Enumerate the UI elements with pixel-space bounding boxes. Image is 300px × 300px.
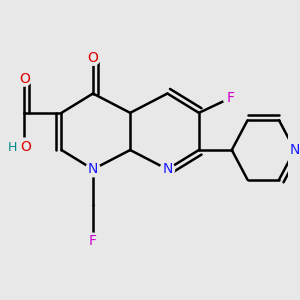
Text: O: O xyxy=(19,72,30,86)
Text: O: O xyxy=(88,51,98,65)
Text: O: O xyxy=(20,140,31,154)
Text: N: N xyxy=(290,143,300,157)
Text: F: F xyxy=(226,91,234,105)
Circle shape xyxy=(16,138,33,156)
Text: N: N xyxy=(88,162,98,176)
Circle shape xyxy=(288,142,300,158)
Circle shape xyxy=(86,162,100,177)
Text: H: H xyxy=(8,140,17,154)
Text: N: N xyxy=(162,162,172,176)
Circle shape xyxy=(160,162,175,177)
Text: F: F xyxy=(89,234,97,248)
Circle shape xyxy=(17,71,32,86)
Circle shape xyxy=(86,233,100,248)
Circle shape xyxy=(223,91,238,105)
Circle shape xyxy=(86,50,100,65)
